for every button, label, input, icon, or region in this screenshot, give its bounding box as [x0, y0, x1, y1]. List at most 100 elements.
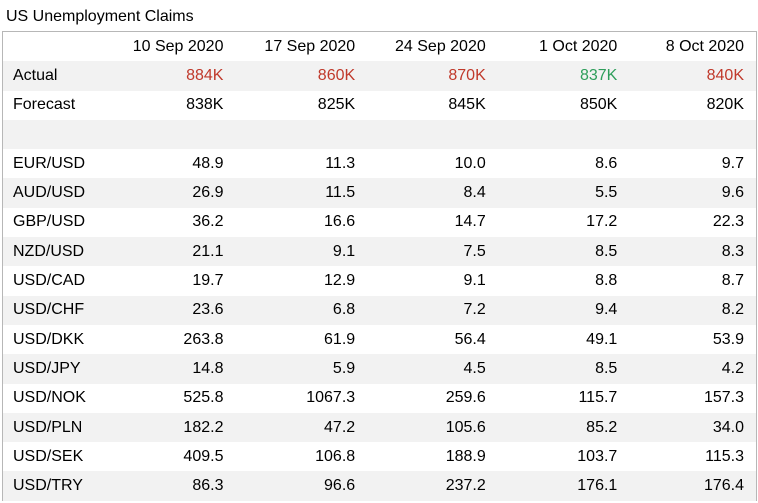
pair-value: 86.3 [108, 471, 224, 501]
pair-row: USD/CHF 23.6 6.8 7.2 9.4 8.2 [3, 295, 756, 325]
pair-value: 10.0 [454, 154, 486, 172]
pair-value: 263.8 [183, 330, 224, 348]
pair-value: 106.8 [315, 447, 356, 465]
pair-value: 7.5 [355, 237, 486, 267]
pair-label: USD/NOK [13, 389, 86, 407]
pair-value: 16.6 [324, 213, 356, 231]
pair-label: EUR/USD [13, 154, 86, 172]
pair-value: 49.1 [586, 330, 618, 348]
forecast-value: 845K [448, 96, 486, 114]
pair-value: 17.2 [586, 213, 618, 231]
spacer-cell [3, 119, 756, 150]
column-header: 17 Sep 2020 [264, 37, 356, 55]
pair-row: NZD/USD 21.1 9.1 7.5 8.5 8.3 [3, 237, 756, 267]
pair-value: 9.7 [721, 154, 744, 172]
pair-row: USD/NOK 525.8 1067.3 259.6 115.7 157.3 [3, 384, 756, 413]
pair-label: USD/CAD [13, 272, 86, 290]
pair-label: USD/JPY [3, 354, 109, 384]
pair-value: 11.3 [325, 154, 356, 172]
pair-label: USD/CHF [3, 295, 109, 325]
pair-value: 237.2 [355, 471, 486, 501]
pair-value: 1067.3 [306, 389, 356, 407]
pair-row: AUD/USD 26.9 11.5 8.4 5.5 9.6 [3, 178, 756, 208]
pair-value: 9.1 [223, 237, 356, 267]
pair-value: 8.7 [721, 272, 744, 290]
pair-value: 23.6 [108, 295, 224, 325]
header-row: 10 Sep 2020 17 Sep 2020 24 Sep 2020 1 Oc… [3, 32, 756, 61]
pair-value: 176.4 [617, 471, 756, 501]
forecast-value: 825K [317, 96, 356, 114]
pair-value: 11.5 [223, 178, 356, 208]
spacer-row [3, 119, 756, 150]
pair-row: EUR/USD 48.9 11.3 10.0 8.6 9.7 [3, 149, 756, 178]
pair-value: 47.2 [223, 412, 356, 443]
forecast-row: Forecast 838K 825K 845K 850K 820K [3, 91, 756, 120]
pair-value: 525.8 [183, 389, 224, 407]
pair-value: 5.9 [223, 354, 356, 384]
pair-value: 6.8 [223, 295, 356, 325]
pair-value: 105.6 [355, 412, 486, 443]
pair-label: USD/TRY [3, 471, 109, 501]
pair-value: 36.2 [192, 213, 224, 231]
pair-value: 409.5 [183, 447, 224, 465]
pair-value: 176.1 [485, 471, 618, 501]
pair-label: GBP/USD [13, 213, 86, 231]
pair-label: USD/SEK [13, 447, 84, 465]
pair-value: 5.5 [485, 178, 618, 208]
pair-row: USD/JPY 14.8 5.9 4.5 8.5 4.2 [3, 354, 756, 384]
pair-label: AUD/USD [3, 178, 109, 208]
forecast-value: 850K [579, 96, 618, 114]
pair-value: 8.6 [595, 154, 618, 172]
row-label: Forecast [13, 96, 76, 114]
pair-value: 19.7 [192, 272, 224, 290]
pair-value: 26.9 [108, 178, 224, 208]
pair-value: 8.4 [355, 178, 486, 208]
pair-value: 96.6 [223, 471, 356, 501]
pair-value: 182.2 [108, 412, 224, 443]
pair-value: 7.2 [355, 295, 486, 325]
pair-value: 4.2 [617, 354, 756, 384]
actual-value: 837K [485, 61, 618, 91]
pair-value: 34.0 [617, 412, 756, 443]
pair-value: 14.8 [108, 354, 224, 384]
pair-value: 103.7 [577, 447, 618, 465]
pair-value: 4.5 [355, 354, 486, 384]
pair-value: 8.8 [595, 272, 618, 290]
pair-label: NZD/USD [3, 237, 109, 267]
pair-row: USD/PLN 182.2 47.2 105.6 85.2 34.0 [3, 412, 756, 443]
column-header: 10 Sep 2020 [132, 37, 224, 55]
pair-value: 8.2 [617, 295, 756, 325]
pair-value: 21.1 [108, 237, 224, 267]
pair-value: 14.7 [454, 213, 486, 231]
column-header: 24 Sep 2020 [395, 37, 486, 55]
pair-label: USD/DKK [13, 330, 85, 348]
actual-row: Actual 884K 860K 870K 837K 840K [3, 61, 756, 91]
pair-value: 9.4 [485, 295, 618, 325]
column-header: 8 Oct 2020 [665, 37, 744, 55]
pair-value: 9.6 [617, 178, 756, 208]
forecast-value: 820K [706, 96, 744, 114]
pair-value: 8.5 [485, 354, 618, 384]
actual-value: 884K [108, 61, 224, 91]
pair-value: 115.7 [578, 389, 618, 407]
pair-value: 259.6 [445, 389, 486, 407]
forecast-value: 838K [186, 96, 224, 114]
pair-row: USD/DKK 263.8 61.9 56.4 49.1 53.9 [3, 325, 756, 354]
pair-value: 56.4 [454, 330, 486, 348]
pair-row: GBP/USD 36.2 16.6 14.7 17.2 22.3 [3, 208, 756, 237]
pair-value: 8.5 [485, 237, 618, 267]
pair-row: USD/CAD 19.7 12.9 9.1 8.8 8.7 [3, 266, 756, 295]
pair-row: USD/TRY 86.3 96.6 237.2 176.1 176.4 [3, 471, 756, 501]
unemployment-claims-table: 10 Sep 2020 17 Sep 2020 24 Sep 2020 1 Oc… [3, 32, 756, 501]
pair-value: 157.3 [703, 389, 744, 407]
pair-value: 12.9 [324, 272, 356, 290]
table-title: US Unemployment Claims [6, 8, 194, 25]
pair-value: 85.2 [485, 412, 618, 443]
actual-value: 860K [223, 61, 356, 91]
actual-value: 870K [355, 61, 486, 91]
actual-value: 840K [617, 61, 756, 91]
pair-value: 48.9 [192, 154, 224, 172]
corner-cell [3, 32, 109, 61]
pair-row: USD/SEK 409.5 106.8 188.9 103.7 115.3 [3, 442, 756, 471]
pair-value: 9.1 [463, 272, 486, 290]
